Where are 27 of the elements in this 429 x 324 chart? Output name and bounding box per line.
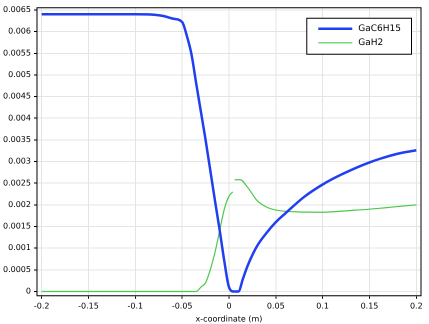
y-tick-label: 0.002 [8, 200, 31, 209]
y-tick-label: 0.003 [8, 156, 31, 166]
x-tick-label: 0.15 [360, 302, 378, 311]
y-tick-label: 0.0015 [2, 222, 31, 231]
y-tick-label: 0 [26, 286, 31, 296]
y-tick-label: 0.005 [8, 70, 31, 80]
legend-label: GaH2 [358, 38, 384, 48]
y-tick-label: 0.0045 [2, 92, 31, 101]
y-tick-label: 0.0055 [2, 48, 31, 58]
y-tick-label: 0.001 [8, 243, 31, 252]
line-series [40, 13, 418, 293]
x-axis-title: x-coordinate (m) [196, 314, 262, 324]
y-tick-label: 0.0035 [2, 134, 31, 144]
y-tick-label: 0.004 [8, 113, 31, 122]
y-tick-label: 0.006 [8, 26, 31, 36]
x-tick-label: -0.05 [172, 302, 193, 311]
x-tick-label: -0.15 [78, 302, 99, 311]
y-tick-label: 0.0005 [2, 264, 31, 274]
x-tick-label: 0.05 [266, 302, 285, 311]
x-tick-label: -0.1 [128, 302, 144, 311]
y-tick-label: 0.0065 [2, 5, 31, 14]
x-tick-label: -0.2 [34, 302, 50, 311]
x-tick-label: 0.1 [316, 302, 330, 311]
y-tick-label: 0.0025 [2, 178, 31, 188]
x-tick-label: 0.2 [410, 302, 423, 311]
x-tick-label: 0 [226, 302, 232, 311]
legend-label: GaC6H15 [358, 24, 402, 34]
